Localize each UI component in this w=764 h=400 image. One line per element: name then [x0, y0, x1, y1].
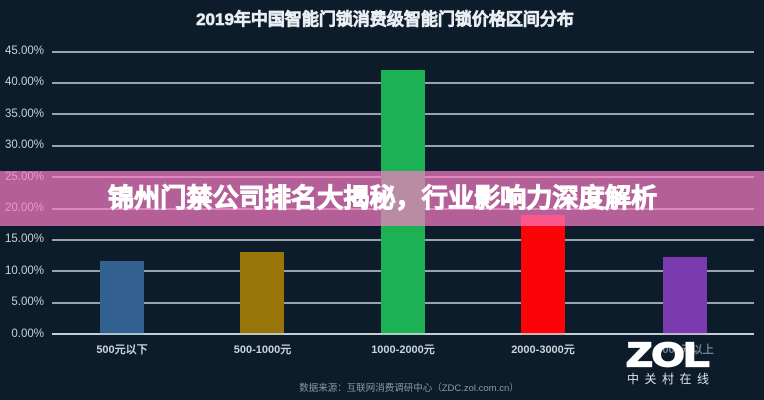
svg-text:ZOL: ZOL	[627, 338, 709, 372]
